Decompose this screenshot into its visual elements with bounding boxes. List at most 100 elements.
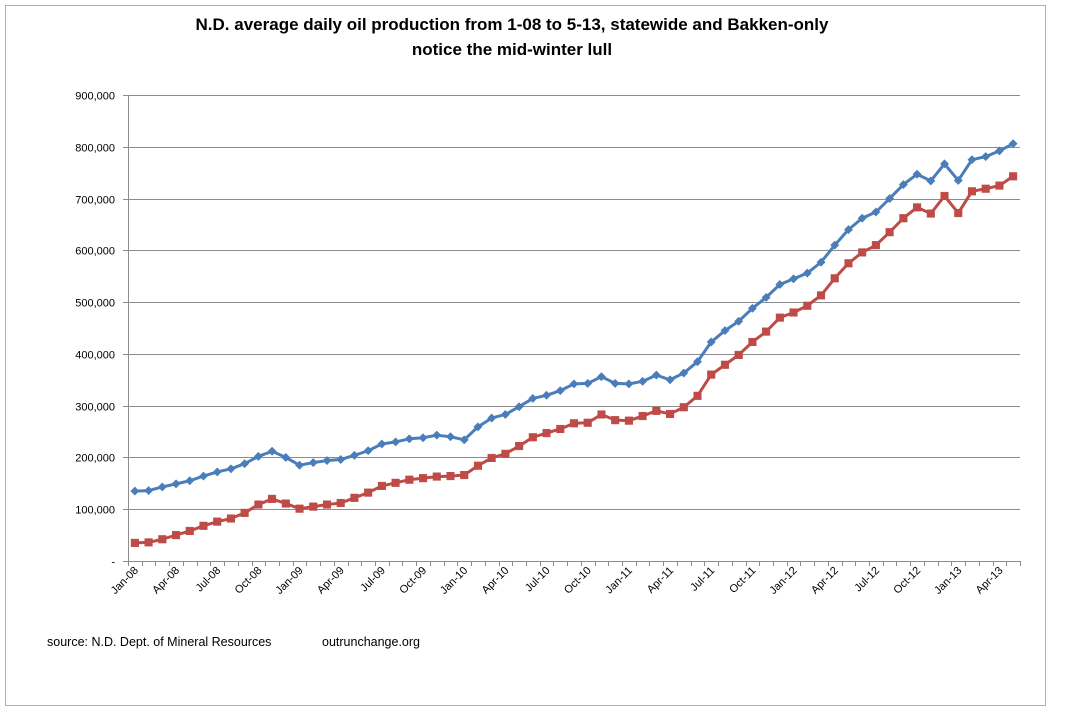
data-point-square [583,418,592,427]
data-point-diamond [212,467,222,477]
data-point-square [432,472,441,481]
data-point-diamond [198,471,209,481]
data-point-square [926,209,935,218]
data-point-diamond [939,159,950,169]
data-point-square [240,508,249,517]
data-point-square [199,521,208,530]
data-point-square [720,360,730,369]
data-point-square [816,291,826,300]
chart-title: N.D. average daily oil production from 1… [196,15,829,34]
data-point-diamond [459,435,469,445]
data-point-square [364,488,373,497]
data-point-diamond [377,439,387,449]
data-point-diamond [528,393,538,403]
data-point-square [803,301,812,310]
data-point-diamond [487,413,497,423]
data-point-square [158,535,167,544]
data-point-diamond [871,207,881,217]
y-tick-label: 900,000 [75,91,115,103]
data-point-square [556,424,565,434]
axes [123,95,1021,566]
data-point-diamond [953,175,963,185]
data-point-square [899,214,908,223]
data-point-square [981,184,990,193]
data-point-square [350,493,359,502]
data-point-square [666,409,675,418]
data-point-square [268,494,277,503]
data-point-diamond [816,257,826,267]
data-point-diamond [747,303,757,313]
data-point-diamond [391,437,401,447]
data-point-diamond [171,479,181,489]
data-point-square [130,538,139,547]
data-point-square [144,538,153,547]
series-statewide [130,139,1018,496]
series-bakken-only [130,172,1018,547]
data-point-diamond [596,372,607,382]
data-point-square [213,517,222,526]
data-point-square [254,500,263,509]
y-tick-label: 300,000 [75,402,115,414]
data-point-square [748,337,757,347]
data-point-diamond [1008,139,1018,149]
data-point-diamond [281,452,291,462]
y-tick-label: - [111,557,115,569]
data-point-square [1009,172,1018,181]
data-point-square [652,406,661,415]
data-point-diamond [336,454,346,465]
data-point-diamond [665,375,675,385]
data-point-diamond [706,337,716,347]
data-point-diamond [761,292,771,303]
y-tick-label: 500,000 [75,298,115,310]
data-point-diamond [789,274,799,284]
data-point-diamond [857,213,867,223]
data-point-square [871,241,880,250]
data-point-diamond [500,409,510,420]
data-point-diamond [692,357,703,367]
data-point-square [830,274,839,283]
data-point-square [391,478,400,487]
data-point-square [295,504,304,513]
data-point-diamond [638,376,648,386]
y-tick-label: 800,000 [75,143,115,155]
data-point-diamond [898,180,908,190]
data-point-diamond [240,459,250,469]
data-point-square [405,475,414,484]
data-point-diamond [308,458,318,468]
data-point-square [487,453,496,463]
data-point-square [597,410,606,419]
data-point-square [226,514,235,523]
data-point-square [624,416,633,425]
data-point-diamond [624,379,634,389]
data-point-diamond [445,432,456,442]
data-point-diamond [514,402,524,412]
y-tick-label: 100,000 [75,505,115,517]
data-point-diamond [322,455,332,466]
data-point-square [775,313,784,322]
data-point-diamond [583,378,593,388]
data-point-diamond [404,434,414,444]
data-point-square [707,370,716,379]
data-point-diamond [432,430,442,440]
data-point-square [913,203,922,212]
data-point-diamond [967,155,977,165]
data-point-square [693,391,702,400]
data-point-diamond [253,451,263,461]
data-point-square [679,403,688,412]
y-axis-tick-labels: - 100,000 200,000 300,000 400,000 500,000 600,… [75,91,115,569]
data-point-diamond [651,370,661,380]
data-point-diamond [994,146,1004,156]
y-tick-label: 200,000 [75,453,115,465]
data-point-square [762,327,771,336]
data-point-diamond [926,176,936,186]
data-point-diamond [610,378,620,388]
data-point-diamond [843,225,854,235]
data-point-diamond [363,446,373,456]
data-point-square [309,502,318,511]
data-point-square [377,481,386,490]
series-lines [130,139,1018,547]
data-point-square [967,187,977,196]
data-point-square [542,429,551,438]
